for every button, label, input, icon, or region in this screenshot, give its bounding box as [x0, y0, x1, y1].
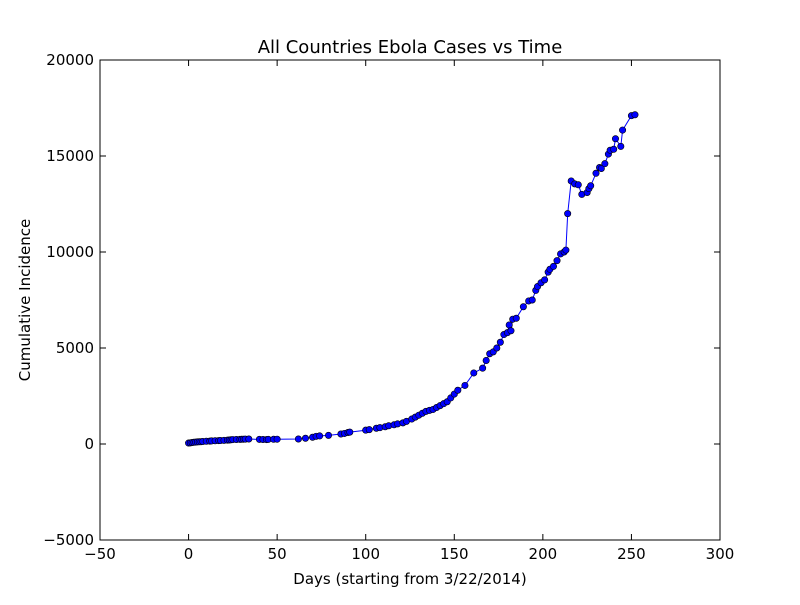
data-point	[553, 257, 561, 265]
x-tick-label: 300	[706, 545, 735, 563]
y-tick-label: −5000	[43, 531, 94, 549]
y-tick-label: 0	[84, 435, 94, 453]
data-point	[564, 210, 572, 218]
data-point	[619, 126, 627, 134]
data-point	[574, 181, 582, 189]
data-point	[528, 296, 536, 304]
data-point	[611, 135, 619, 143]
x-axis-label: Days (starting from 3/22/2014)	[293, 570, 526, 588]
data-point	[617, 142, 625, 150]
data-point	[496, 338, 504, 346]
axis-ticks: −50 0 50 100 150 200 250 300 −5000 0 5000 10000 1500…	[43, 51, 734, 563]
y-axis-label: Cumulative Incidence	[16, 219, 34, 381]
x-tick-label: 250	[617, 545, 646, 563]
data-point	[541, 276, 549, 284]
data-point	[601, 160, 609, 168]
data-point	[549, 262, 557, 270]
data-point	[610, 145, 618, 153]
data-point	[587, 182, 595, 190]
x-tick-label: 50	[268, 545, 287, 563]
x-tick-label: 100	[351, 545, 380, 563]
y-tick-label: 20000	[46, 51, 94, 69]
plot-area	[185, 111, 639, 447]
data-point	[482, 356, 490, 364]
data-point	[273, 435, 281, 443]
data-point	[365, 426, 373, 434]
data-point	[245, 435, 253, 443]
data-point	[454, 386, 462, 394]
data-point	[301, 434, 309, 442]
chart-title: All Countries Ebola Cases vs Time	[258, 37, 563, 58]
x-tick-label: −50	[84, 545, 116, 563]
data-point	[461, 381, 469, 389]
axes-frame	[99, 59, 721, 541]
data-point	[294, 435, 302, 443]
y-tick-label: 5000	[56, 339, 94, 357]
data-point	[325, 431, 333, 439]
data-point	[505, 321, 513, 329]
data-point	[597, 164, 605, 172]
data-point	[512, 314, 520, 322]
data-point	[479, 364, 487, 372]
data-point	[316, 432, 324, 440]
y-tick-label: 15000	[46, 147, 94, 165]
data-point	[562, 246, 570, 254]
data-point	[470, 369, 478, 377]
data-point	[519, 303, 527, 311]
x-tick-label: 0	[184, 545, 194, 563]
y-tick-label: 10000	[46, 243, 94, 261]
data-point	[507, 327, 515, 335]
x-tick-label: 200	[529, 545, 558, 563]
data-point	[631, 111, 639, 119]
x-tick-label: 150	[440, 545, 469, 563]
data-point	[346, 428, 354, 436]
data-point	[493, 344, 501, 352]
data-point	[592, 169, 600, 177]
